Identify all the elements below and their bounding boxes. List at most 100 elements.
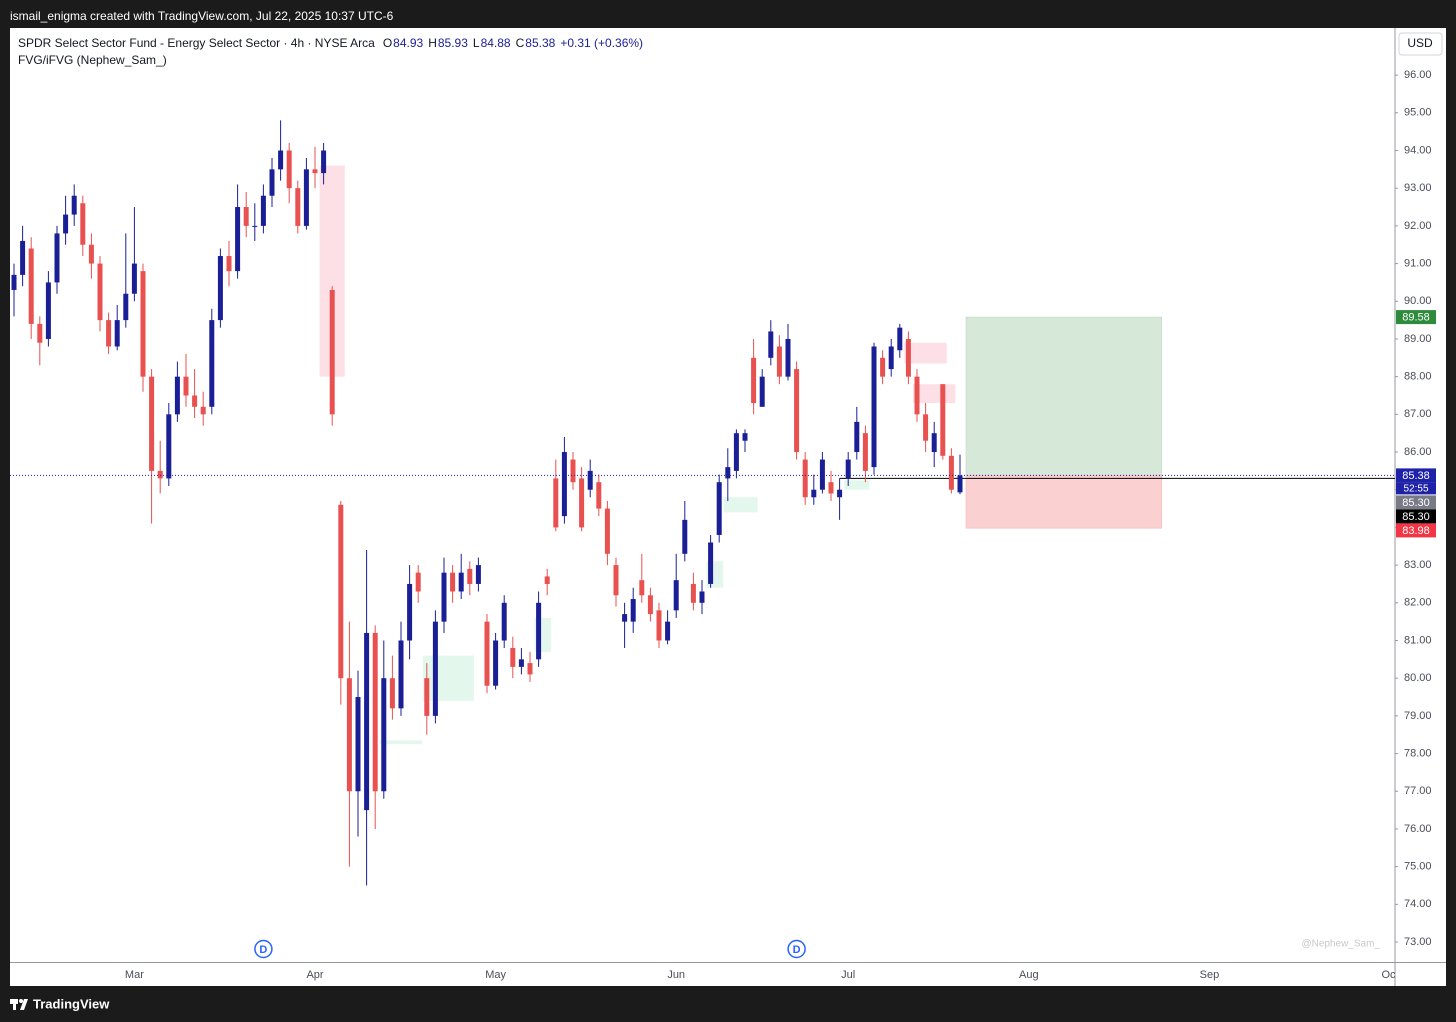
caption: ismail_enigma created with TradingView.c… [10,9,394,23]
candle-body [716,482,722,535]
candle-body [527,663,533,675]
candle-body [226,256,232,272]
candle-body [647,595,653,615]
candle-body [811,489,817,498]
x-tick-label: Apr [306,969,323,981]
candle-body [11,274,17,290]
candle-body [622,614,628,622]
chart-title: SPDR Select Sector Fund - Energy Select … [18,36,375,50]
price-tag-label: 85.30 [1402,511,1430,523]
brand[interactable]: TradingView [33,996,110,1011]
candle-body [940,384,946,456]
x-tick-label: Jun [667,969,685,981]
price-tag [1396,310,1436,325]
countdown: 52:55 [1403,484,1428,495]
fvg-zone [844,480,870,490]
fvg-zone [422,655,474,701]
candle-body [28,248,34,324]
candle-body [776,346,782,377]
candle-body [828,482,834,494]
ohlc-key: L [473,36,480,50]
candle-body [217,256,223,321]
candle-body [785,338,791,377]
candle-body [751,357,757,404]
fvg-zone [904,342,947,364]
ohlc-key: C [516,36,525,50]
candle-body [149,376,155,471]
candle-body [544,576,550,584]
candle-body [295,188,301,226]
x-tick-label: Jul [841,969,855,981]
candle-body [570,459,576,483]
candle-body [819,459,825,490]
candle-body [131,263,137,294]
candle-body [837,489,843,498]
candle-body [441,572,447,622]
candle-body [432,621,438,716]
candle-body [243,207,249,226]
candle-body [794,369,800,453]
countdown-bg [1396,482,1436,495]
candle-body [364,632,370,811]
ohlc-value: 84.88 [481,36,511,50]
price-tag-label: 83.98 [1402,525,1430,537]
candle-body [372,632,378,792]
candle-body [20,240,26,275]
candle-body [888,346,894,370]
candle-body [802,459,808,498]
overlay: SPDR Select Sector Fund - Energy Select … [18,36,1436,959]
candle-body [561,452,567,517]
candle-body [905,338,911,377]
candle-body [312,169,318,174]
y-tick-label: 93.00 [1404,182,1432,194]
candle-body [54,233,60,283]
candle-body [579,478,585,528]
candle-body [106,320,112,347]
y-tick-label: 92.00 [1404,220,1432,232]
candle-body [862,433,868,471]
y-tick-label: 90.00 [1404,295,1432,307]
candle-body [235,207,241,272]
candle-body [80,203,86,245]
candle-body [613,565,619,596]
candle-body [458,572,464,592]
candle-body [467,568,473,584]
candle-body [278,150,284,170]
y-tick-label: 87.00 [1404,408,1432,420]
x-tick-label: Mar [125,969,144,981]
price-tag [1396,468,1436,483]
indicator-name[interactable]: FVG/iFVG (Nephew_Sam_) [18,53,167,67]
candle-body [501,602,507,641]
candle-body [97,263,103,321]
candle-body [725,467,731,479]
y-tick-label: 75.00 [1404,861,1432,873]
y-tick-label: 96.00 [1404,69,1432,81]
candle-body [510,648,516,667]
candle-body [63,214,69,234]
candle-body [424,678,430,716]
dividend-marker[interactable]: D [254,939,273,959]
candle-body [871,346,877,468]
currency[interactable]: USD [1407,36,1433,50]
price-tag [1396,509,1436,524]
y-tick-label: 79.00 [1404,710,1432,722]
candle-body [200,406,206,415]
candle-body [948,455,954,490]
candle-body [923,414,929,441]
position-profit [965,316,1163,476]
candle-body [759,376,765,407]
candle-body [630,599,636,622]
candle-body [639,580,645,596]
candle-body [252,225,258,227]
y-tick-label: 94.00 [1404,144,1432,156]
price-tag-label: 85.30 [1402,497,1430,509]
price-tag-label: 85.38 [1402,470,1430,482]
currency-box[interactable] [1398,32,1443,56]
candle-body [742,433,748,441]
x-tick-label: Sep [1200,969,1220,981]
candle-body [450,572,456,592]
y-tick-label: 74.00 [1404,898,1432,910]
position-loss [965,475,1163,529]
dividend-marker[interactable]: D [787,939,806,959]
